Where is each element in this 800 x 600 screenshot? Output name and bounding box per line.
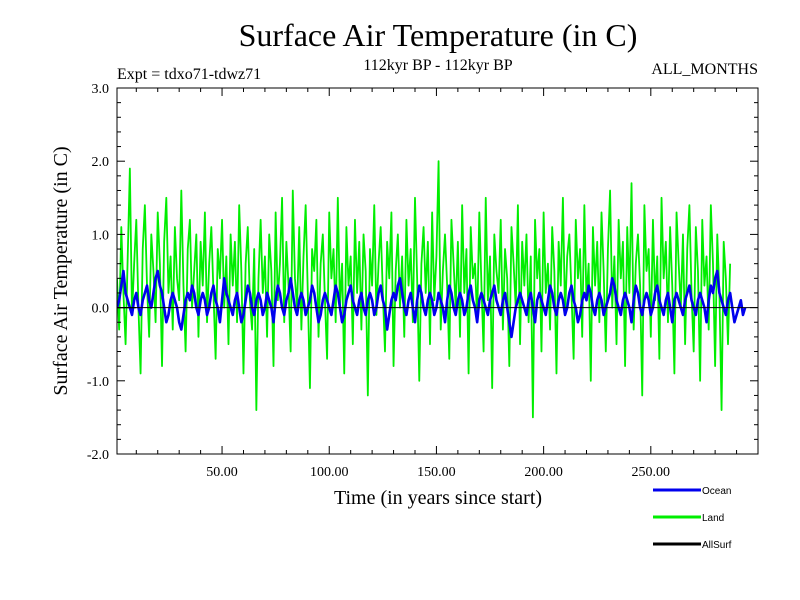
subtitle-period: 112kyr BP - 112kyr BP [363,57,512,74]
y-tick-label: 1.0 [92,228,110,243]
x-tick-label: 100.00 [310,465,349,480]
y-tick-label: 0.0 [92,302,110,317]
legend: Ocean Land AllSurf [653,486,732,551]
plot-frame [116,87,759,455]
legend-label-ocean: Ocean [702,486,731,497]
legend-label-allsurf: AllSurf [702,540,732,551]
x-tick-label: 250.00 [632,465,671,480]
chart-title: Surface Air Temperature (in C) [239,17,638,53]
series-line-ocean [117,269,747,339]
x-axis-label: Time (in years since start) [334,487,542,509]
x-tick-label: 150.00 [417,465,456,480]
x-axis: 50.00 100.00 150.00 200.00 250.00 [135,88,738,480]
plot-area [117,160,758,419]
y-tick-label: 3.0 [92,82,110,97]
legend-label-land: Land [702,513,724,524]
y-axis: -2.0 -1.0 0.0 1.0 2.0 3.0 [87,82,758,463]
subtitle-months: ALL_MONTHS [651,61,758,78]
subtitle-experiment: Expt = tdxo71-tdwz71 [117,66,261,83]
y-axis-label: Surface Air Temperature (in C) [50,146,72,395]
series-line-land [117,160,732,419]
x-tick-label: 200.00 [524,465,563,480]
y-tick-label: -2.0 [87,448,109,463]
y-tick-label: -1.0 [87,375,109,390]
y-tick-label: 2.0 [92,155,110,170]
x-tick-label: 50.00 [206,465,238,480]
